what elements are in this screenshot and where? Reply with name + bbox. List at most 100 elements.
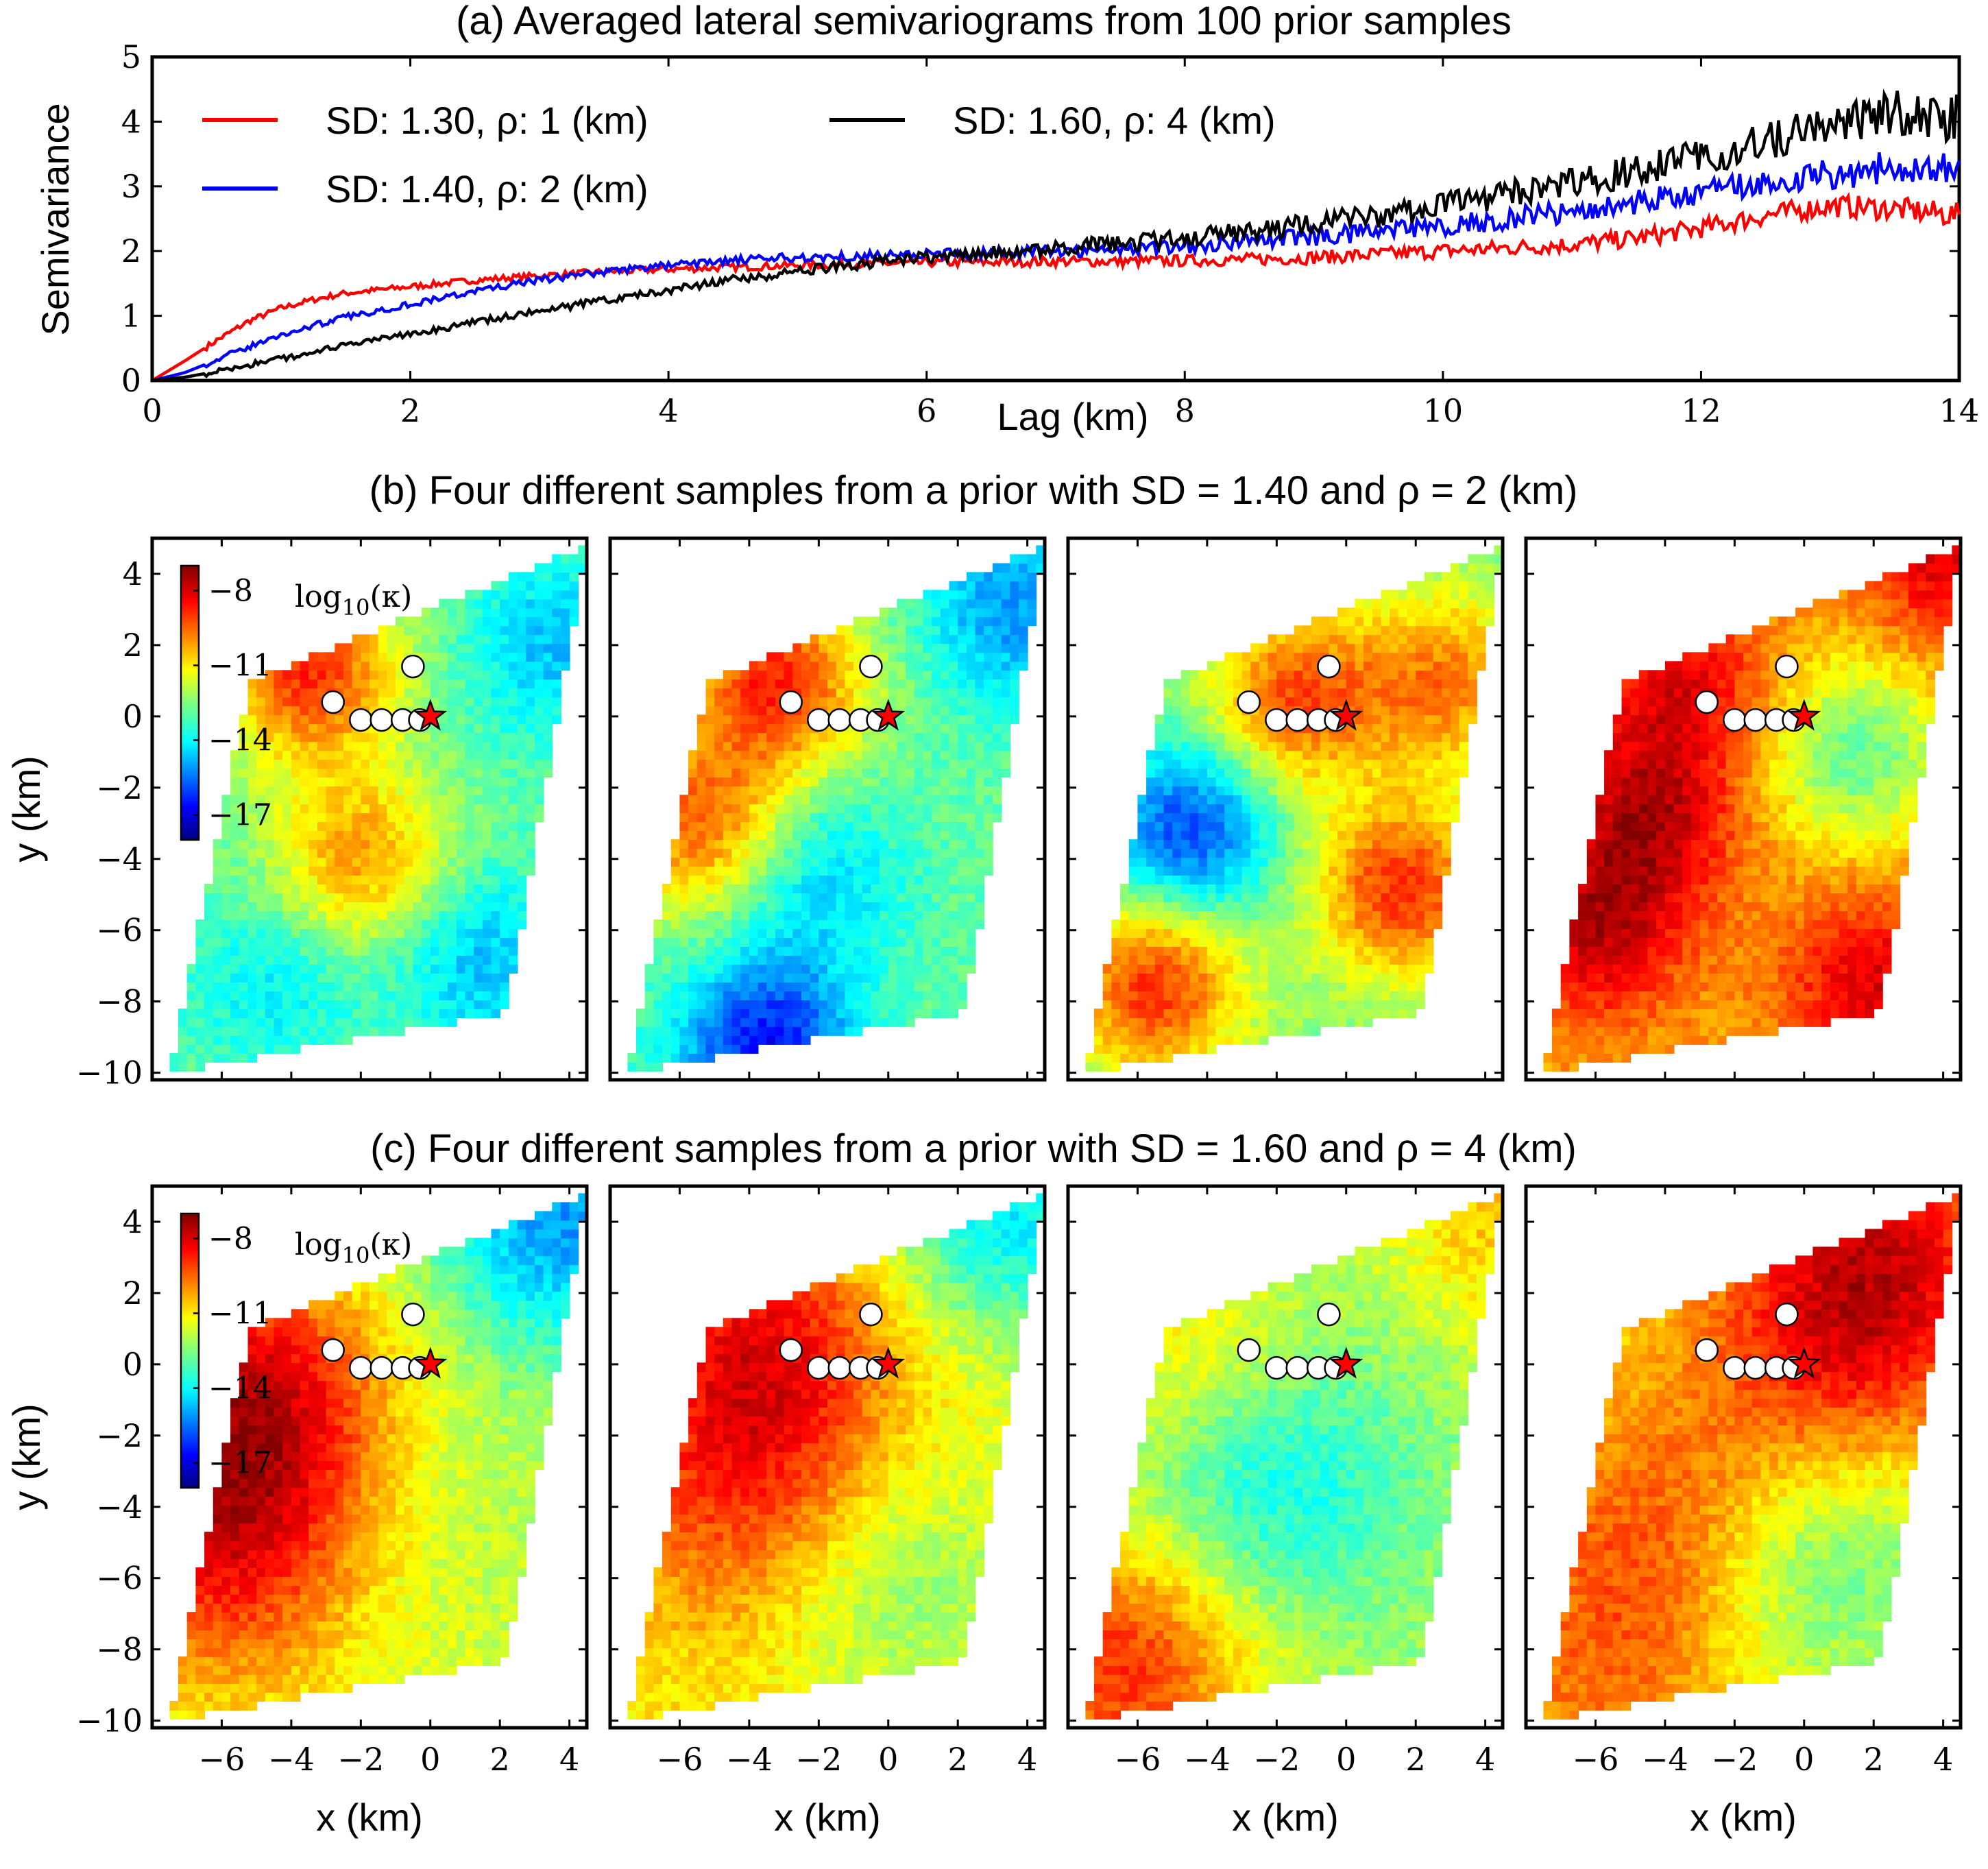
field-cell <box>1346 866 1356 876</box>
field-cell <box>723 830 733 841</box>
field-cell <box>923 661 933 671</box>
field-cell <box>801 946 811 956</box>
field-cell <box>836 902 846 911</box>
field-cell <box>1329 741 1338 751</box>
field-cell <box>482 857 492 867</box>
field-cell <box>517 911 527 920</box>
field-cell <box>784 911 794 920</box>
field-cell <box>1337 884 1347 893</box>
field-cell <box>422 991 431 1000</box>
field-cell <box>958 643 967 653</box>
field-cell <box>958 955 967 965</box>
field-cell <box>819 946 828 956</box>
field-cell <box>1268 955 1278 965</box>
field-cell <box>723 973 733 982</box>
field-cell <box>853 670 863 680</box>
field-cell <box>265 697 275 707</box>
field-cell <box>975 661 985 671</box>
field-cell <box>500 848 509 858</box>
field-cell <box>906 697 915 707</box>
field-cell <box>508 732 518 743</box>
field-cell <box>422 643 431 653</box>
field-cell <box>836 759 846 769</box>
field-cell <box>801 830 811 841</box>
field-cell <box>465 812 475 823</box>
field-cell <box>282 723 292 734</box>
field-cell <box>1154 982 1165 991</box>
field-cell <box>810 732 820 743</box>
field-cell <box>940 625 950 636</box>
field-cell <box>308 750 318 760</box>
field-cell <box>714 768 724 778</box>
field-cell <box>465 919 475 929</box>
field-cell <box>1355 661 1364 671</box>
field-cell <box>714 750 724 760</box>
field-cell <box>291 991 301 1000</box>
field-cell <box>326 911 336 920</box>
field-cell <box>282 804 292 814</box>
field-cell <box>871 688 880 698</box>
field-cell <box>897 857 906 867</box>
field-cell <box>992 590 1002 600</box>
field-cell <box>1372 741 1382 751</box>
field-cell <box>1294 964 1304 974</box>
field-cell <box>1233 946 1243 956</box>
field-cell <box>352 893 362 902</box>
field-cell <box>352 982 362 991</box>
field-cell <box>508 848 518 858</box>
field-cell <box>1010 688 1019 698</box>
legend: SD: 1.30, ρ: 1 (km)SD: 1.40, ρ: 2 (km)SD… <box>202 99 1276 210</box>
field-cell <box>1372 688 1382 698</box>
field-cell <box>757 777 768 787</box>
field-cell <box>1120 1009 1130 1018</box>
field-cell <box>984 607 993 618</box>
field-cell <box>845 937 854 947</box>
field-cell <box>1019 590 1028 600</box>
field-cell <box>845 741 854 751</box>
field-cell <box>1259 688 1269 698</box>
field-cell <box>906 759 915 769</box>
field-cell <box>1172 714 1182 725</box>
field-cell <box>526 732 535 743</box>
field-cell <box>1241 821 1252 832</box>
field-cell <box>679 1035 689 1045</box>
field-cell <box>1120 919 1130 929</box>
field-cell <box>784 1017 794 1027</box>
field-cell <box>714 1044 724 1054</box>
field-cell <box>966 723 976 734</box>
field-cell <box>888 1009 898 1018</box>
field-cell <box>1363 1000 1373 1009</box>
field-cell <box>482 839 492 849</box>
field-cell <box>723 804 733 814</box>
field-cell <box>670 839 681 849</box>
field-cell <box>1172 679 1182 689</box>
field-cell <box>1302 795 1312 805</box>
field-cell <box>653 919 663 929</box>
field-cell <box>679 928 689 938</box>
field-cell <box>862 893 872 902</box>
field-cell <box>1001 670 1011 680</box>
field-cell <box>204 1035 214 1045</box>
field-cell <box>413 625 422 636</box>
field-cell <box>1363 607 1373 618</box>
field-cell <box>465 911 475 920</box>
field-cell <box>1102 982 1113 991</box>
field-cell <box>482 884 492 893</box>
field-cell <box>308 795 318 805</box>
field-cell <box>300 670 310 680</box>
field-cell <box>387 830 396 841</box>
field-cell <box>984 795 993 805</box>
field-cell <box>186 1044 197 1054</box>
field-cell <box>300 937 310 947</box>
field-cell <box>413 857 422 867</box>
field-cell <box>456 750 466 760</box>
field-cell <box>696 911 707 920</box>
field-cell <box>1355 1009 1364 1018</box>
field-cell <box>1355 732 1364 743</box>
field-cell <box>705 759 716 769</box>
field-cell <box>914 946 924 956</box>
field-cell <box>456 599 466 609</box>
field-cell <box>387 1000 396 1009</box>
field-cell <box>474 777 483 787</box>
field-cell <box>430 973 440 982</box>
